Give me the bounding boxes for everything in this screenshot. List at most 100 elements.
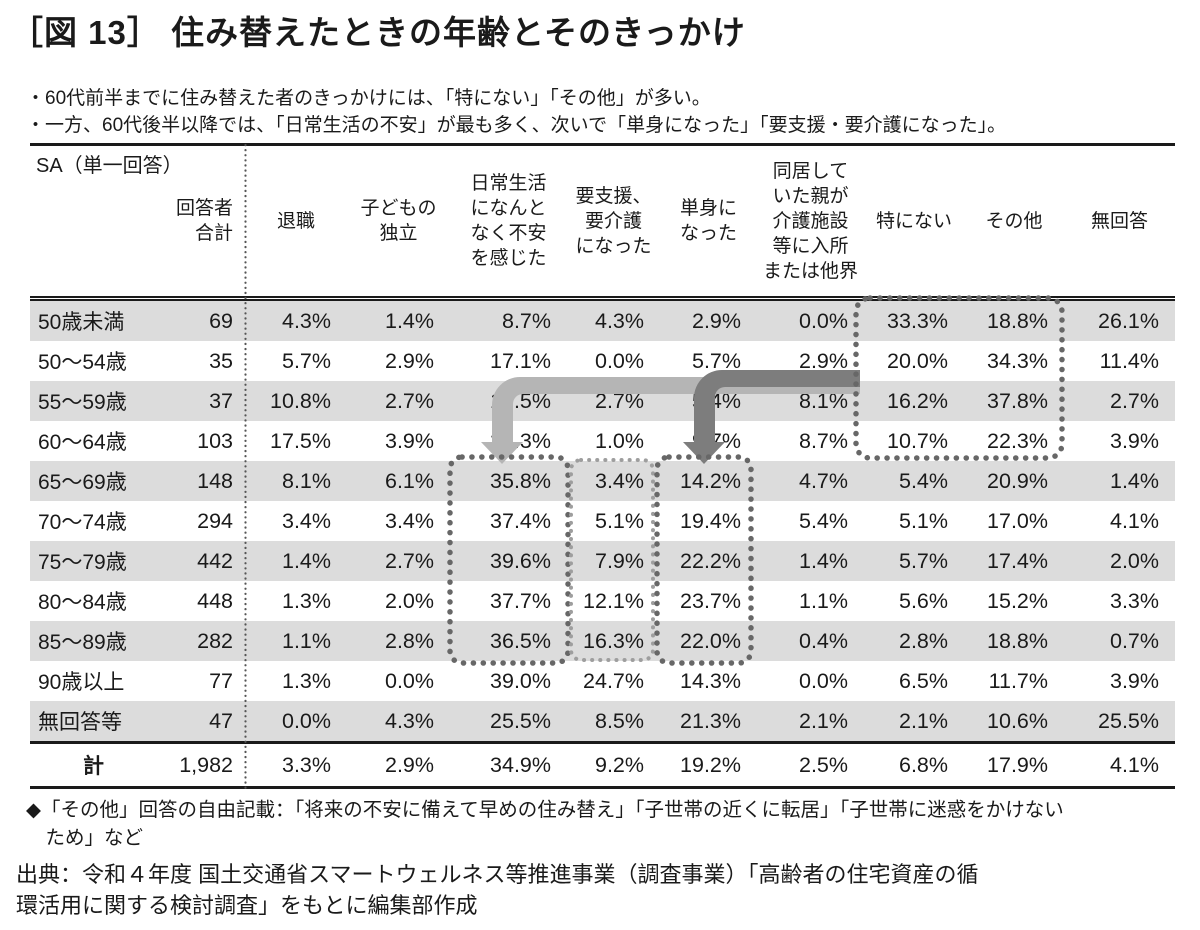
percentage-cell: 3.3%: [1109, 588, 1159, 613]
percentage-cell: 2.9%: [347, 741, 450, 788]
percentage-cell: 22.3%: [490, 428, 551, 453]
percentage-cell: 22.3%: [987, 428, 1048, 453]
percentage-cell: 2.8%: [384, 628, 434, 653]
table-row: 90歳以上 77 1.3% 0.0% 39.0% 24.7% 14.3% 0.0% 6.5% 11…: [30, 661, 1175, 701]
percentage-cell: 5.1%: [594, 508, 644, 533]
percentage-cell: 4.3%: [594, 308, 644, 333]
respondent-count: 37: [209, 388, 233, 413]
percentage-cell: 11.7%: [988, 668, 1048, 693]
percentage-cell: 34.3%: [987, 348, 1048, 373]
percentage-cell: 19.4%: [680, 508, 741, 533]
percentage-cell: 20.9%: [987, 468, 1048, 493]
table-row: 70〜74歳 294 3.4% 3.4% 37.4% 5.1% 19.4% 5.4% 5.1% 1…: [30, 501, 1175, 541]
summary-bullets: ・60代前半までに住み替えた者のきっかけには、「特にない」「その他」が多い。 ・…: [26, 86, 1006, 139]
respondent-count: 294: [197, 508, 233, 533]
percentage-cell: 3.9%: [1109, 668, 1159, 693]
percentage-cell: 4.1%: [1064, 741, 1175, 788]
percentage-cell: 1.4%: [384, 308, 434, 333]
column-header: 回答者 合計: [130, 144, 245, 301]
row-label: 65〜69歳: [38, 471, 127, 494]
percentage-cell: 2.9%: [691, 308, 741, 333]
column-header: 要支援、 要介護 になった: [567, 144, 660, 301]
table-row: 無回答等 47 0.0% 4.3% 25.5% 8.5% 21.3% 2.1% 2.1% 10.6…: [30, 701, 1175, 743]
row-label: 90歳以上: [38, 671, 125, 694]
percentage-cell: 18.8%: [987, 308, 1048, 333]
percentage-cell: 4.3%: [281, 308, 331, 333]
percentage-cell: 16.2%: [887, 388, 948, 413]
percentage-cell: 1.4%: [1109, 468, 1159, 493]
header-row: SA（単一回答） 回答者 合計 退職 子どもの 独立 日常生活 になんと なく不安 を感…: [30, 144, 1175, 301]
percentage-cell: 17.0%: [987, 508, 1048, 533]
percentage-cell: 6.1%: [384, 468, 434, 493]
percentage-cell: 26.1%: [1098, 308, 1159, 333]
data-table: SA（単一回答） 回答者 合計 退職 子どもの 独立 日常生活 になんと なく不安 を感…: [30, 143, 1175, 789]
respondent-count: 148: [197, 468, 233, 493]
column-header: 単身に なった: [660, 144, 757, 301]
percentage-cell: 23.7%: [680, 588, 741, 613]
percentage-cell: 17.5%: [270, 428, 331, 453]
percentage-cell: 17.4%: [987, 548, 1048, 573]
percentage-cell: 2.1%: [898, 708, 948, 733]
table-row: 60〜64歳 103 17.5% 3.9% 22.3% 1.0% 9.7% 8.7% 10.7%…: [30, 421, 1175, 461]
survey-type-label: SA（単一回答）: [36, 155, 183, 177]
column-header: その他: [964, 144, 1064, 301]
respondent-count: 282: [197, 628, 233, 653]
percentage-cell: 0.0%: [798, 308, 848, 333]
percentage-cell: 5.1%: [898, 508, 948, 533]
percentage-cell: 0.0%: [594, 348, 644, 373]
percentage-cell: 14.3%: [680, 668, 741, 693]
respondent-count: 442: [197, 548, 233, 573]
percentage-cell: 6.5%: [898, 668, 948, 693]
row-label: 計: [30, 741, 130, 788]
percentage-cell: 14.2%: [680, 468, 741, 493]
percentage-cell: 2.7%: [594, 388, 644, 413]
percentage-cell: 8.1%: [281, 468, 331, 493]
respondent-count: 35: [209, 348, 233, 373]
percentage-cell: 1.3%: [281, 588, 331, 613]
table-row: 80〜84歳 448 1.3% 2.0% 37.7% 12.1% 23.7% 1.1% 5.6%…: [30, 581, 1175, 621]
percentage-cell: 2.9%: [798, 348, 848, 373]
percentage-cell: 1.1%: [798, 588, 848, 613]
table-body: 50歳未満 69 4.3% 1.4% 8.7% 4.3% 2.9% 0.0% 33.3% 18.8…: [30, 298, 1175, 788]
respondent-count: 103: [197, 428, 233, 453]
percentage-cell: 20.0%: [887, 348, 948, 373]
footnote: ◆「その他」回答の自由記載：「将来の不安に備えて早めの住み替え」「子世帯の近くに…: [26, 799, 1064, 849]
percentage-cell: 2.0%: [384, 588, 434, 613]
percentage-cell: 3.9%: [384, 428, 434, 453]
percentage-cell: 25.5%: [1098, 708, 1159, 733]
row-label: 50歳未満: [38, 311, 125, 334]
percentage-cell: 1.1%: [281, 628, 331, 653]
percentage-cell: 5.4%: [798, 508, 848, 533]
percentage-cell: 22.2%: [680, 548, 741, 573]
percentage-cell: 0.7%: [1109, 628, 1159, 653]
percentage-cell: 15.2%: [987, 588, 1048, 613]
percentage-cell: 2.7%: [384, 388, 434, 413]
percentage-cell: 9.2%: [567, 741, 660, 788]
row-label: 80〜84歳: [38, 591, 127, 614]
row-label: 60〜64歳: [38, 431, 127, 454]
percentage-cell: 10.8%: [270, 388, 331, 413]
column-header: 日常生活 になんと なく不安 を感じた: [450, 144, 567, 301]
percentage-cell: 5.4%: [691, 388, 741, 413]
percentage-cell: 8.1%: [798, 388, 848, 413]
row-label: 55〜59歳: [38, 391, 127, 414]
percentage-cell: 3.9%: [1109, 428, 1159, 453]
percentage-cell: 9.7%: [691, 428, 741, 453]
percentage-cell: 3.4%: [281, 508, 331, 533]
column-header: 無回答: [1064, 144, 1175, 301]
table-row: 55〜59歳 37 10.8% 2.7% 13.5% 2.7% 5.4% 8.1% 16.2% 3…: [30, 381, 1175, 421]
percentage-cell: 13.5%: [490, 388, 551, 413]
percentage-cell: 7.9%: [594, 548, 644, 573]
column-header: 子どもの 独立: [347, 144, 450, 301]
row-label: 70〜74歳: [38, 511, 127, 534]
column-header: 退職: [245, 144, 347, 301]
percentage-cell: 24.7%: [583, 668, 644, 693]
percentage-cell: 11.4%: [1099, 348, 1159, 373]
percentage-cell: 25.5%: [490, 708, 551, 733]
table-row: 計 1,982 3.3% 2.9% 34.9% 9.2% 19.2% 2.5% 6.8% 17.9…: [30, 741, 1175, 788]
percentage-cell: 37.7%: [490, 588, 551, 613]
percentage-cell: 2.1%: [798, 708, 848, 733]
percentage-cell: 0.0%: [384, 668, 434, 693]
row-label: 無回答等: [38, 711, 122, 734]
